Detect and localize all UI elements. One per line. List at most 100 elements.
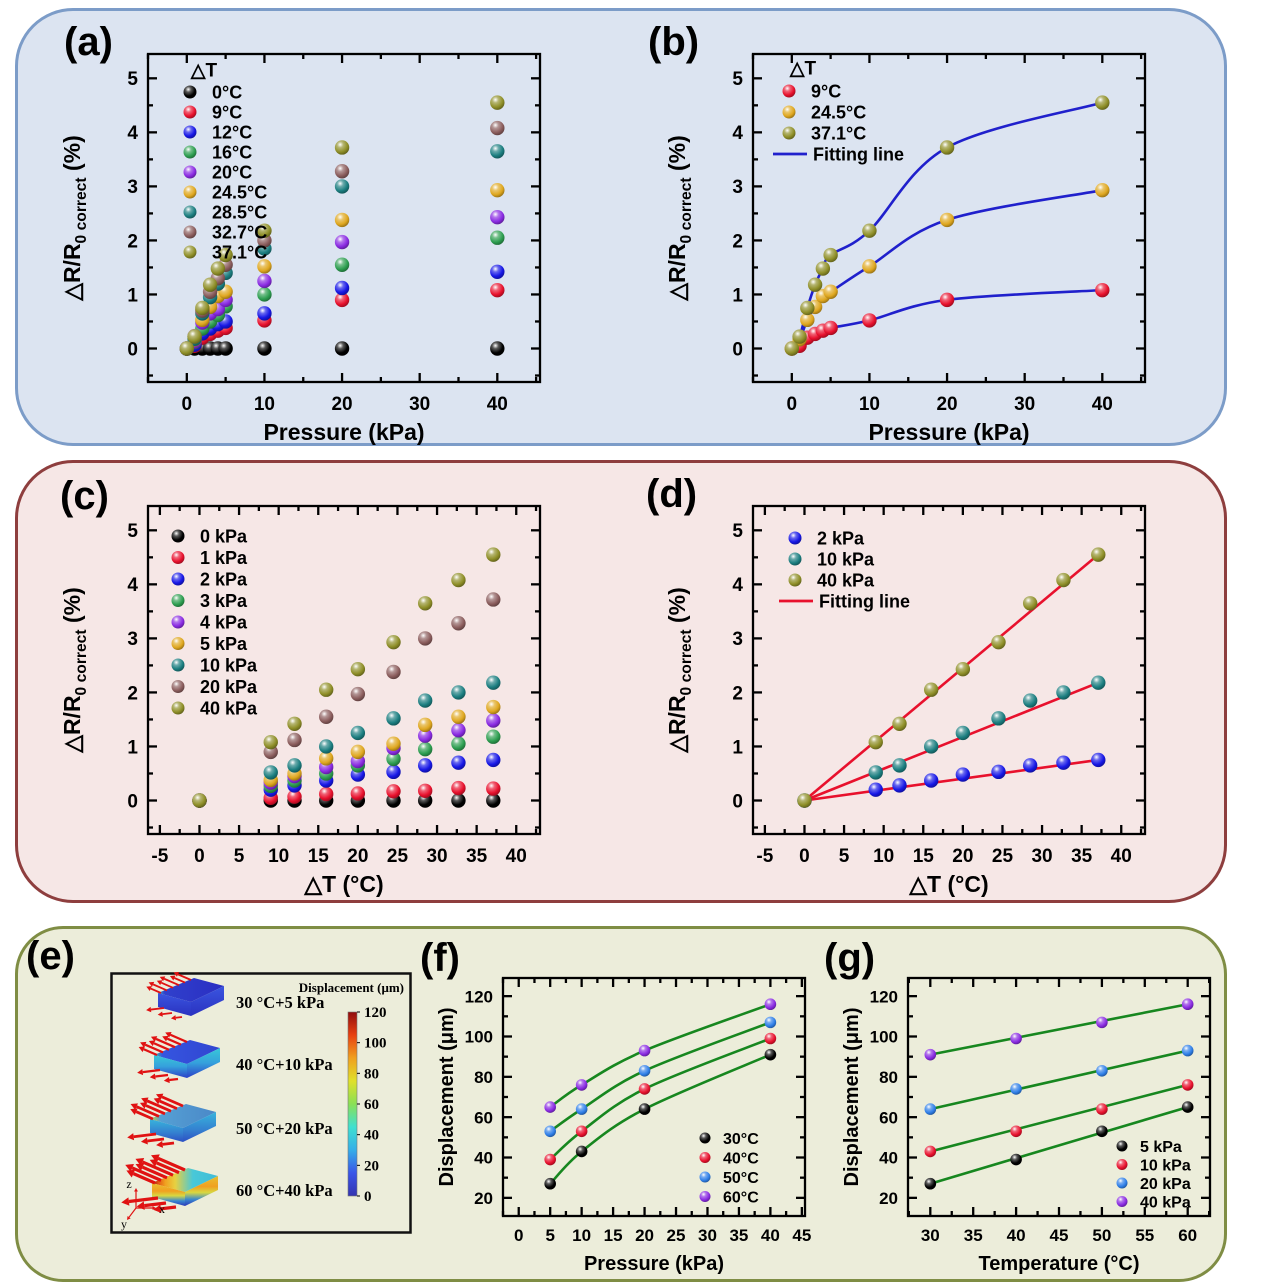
- displacement-arrow-head: [130, 1108, 138, 1115]
- displacement-arrow-head: [153, 1204, 162, 1214]
- displacement-arrow-head: [141, 1097, 149, 1105]
- legend-label: 10 kPa: [817, 549, 875, 569]
- data-point: [1091, 752, 1106, 768]
- data-point: [955, 725, 971, 741]
- data-point: [486, 675, 501, 690]
- displacement-arrow: [144, 1043, 164, 1054]
- data-point: [924, 1177, 937, 1190]
- axis-triad: z y x: [121, 1177, 165, 1231]
- fit-line: [929, 1105, 1189, 1185]
- data-point: [923, 739, 939, 754]
- axes: [146, 504, 542, 836]
- displacement-arrow-head: [130, 1103, 138, 1110]
- data-point: [939, 292, 955, 308]
- legend-marker: [183, 125, 197, 139]
- legend: △T0°C9°C12°C16°C20°C24.5°C28.5°C32.7°C37…: [183, 60, 267, 262]
- fit-lines: [929, 1002, 1189, 1185]
- displacement-arrow: [160, 1205, 177, 1211]
- displacement-arrow-head: [135, 1158, 145, 1166]
- displacement-arrow: [177, 973, 192, 981]
- data-point: [386, 664, 401, 680]
- series-37.1°C: [179, 95, 505, 356]
- data-point: [490, 144, 505, 159]
- chart-text: 0: [799, 846, 810, 867]
- colorbar-tick-label: 20: [364, 1158, 379, 1174]
- data-point: [638, 1064, 651, 1077]
- legend-label: 9°C: [811, 81, 841, 101]
- series-0 kPa: [192, 793, 501, 808]
- axes: [751, 504, 1147, 836]
- displacement-arrow: [155, 1073, 169, 1078]
- data-point: [490, 209, 505, 225]
- chart-text: 120: [870, 987, 898, 1006]
- chart-text: 5: [234, 846, 245, 867]
- chart-text: 5: [545, 1226, 554, 1245]
- data-point: [1181, 998, 1194, 1011]
- colorbar-tick-label: 40: [364, 1128, 379, 1144]
- chart-text: 3: [732, 629, 743, 650]
- chart-text: 10: [254, 394, 275, 415]
- legend-title: △T: [190, 60, 218, 81]
- chart-text: 30: [1014, 394, 1035, 415]
- displacement-arrow-head: [156, 980, 163, 986]
- chart-text: 60: [474, 1108, 493, 1127]
- chart-text: 10: [859, 394, 880, 415]
- chart-text: 10: [873, 846, 894, 867]
- chart-text: 40: [1092, 394, 1113, 415]
- data-point: [784, 341, 800, 356]
- chart-text: 80: [474, 1068, 493, 1087]
- data-point: [334, 140, 350, 155]
- series-0°C: [179, 341, 505, 356]
- y-axis-title: △R/R0 correct (%): [59, 135, 90, 302]
- data-point: [263, 734, 278, 750]
- legend-label: 9°C: [212, 102, 242, 122]
- chart-text: 5: [127, 521, 138, 542]
- axes: [751, 52, 1147, 384]
- displacement-arrow: [159, 1099, 178, 1110]
- colorbar-title: Displacement (μm): [299, 980, 404, 995]
- data-point: [892, 716, 907, 731]
- y-axis-title: △R/R0 correct (%): [59, 587, 90, 754]
- data-point: [451, 616, 466, 631]
- tick-labels: -5 0 5 10 15 20 25 30 35 40 0 1 2 3 4 5: [732, 521, 1131, 867]
- fit-line: [930, 1049, 1188, 1111]
- chart-text: 20: [635, 1226, 654, 1245]
- data-point: [350, 725, 366, 741]
- legend-marker: [183, 185, 197, 199]
- slab-left-face: [152, 1183, 185, 1206]
- displacement-arrow: [160, 981, 174, 989]
- data-point: [1022, 758, 1038, 773]
- series-40 kPa: [924, 998, 1194, 1061]
- fem-slab: [146, 972, 224, 1021]
- data-point: [490, 95, 505, 110]
- displacement-arrow: [161, 1095, 184, 1108]
- colorbar: [347, 1011, 358, 1197]
- data-point: [764, 1032, 777, 1045]
- displacement-arrow-head: [169, 975, 176, 981]
- chart-text: 1: [127, 737, 138, 758]
- chart-text: 80: [879, 1068, 898, 1087]
- fem-case-label: 60 °C+40 kPa: [236, 1181, 333, 1200]
- legend-marker: [171, 594, 185, 607]
- displacement-arrow-head: [146, 986, 152, 992]
- data-point: [451, 709, 466, 724]
- data-point: [417, 741, 433, 757]
- data-point: [1010, 1083, 1022, 1095]
- legend-label: 10 kPa: [1140, 1157, 1191, 1174]
- legend-label: 20 kPa: [1140, 1176, 1191, 1193]
- slab-front-face: [183, 1112, 216, 1142]
- displacement-arrow-head: [149, 1073, 156, 1080]
- data-point: [1056, 572, 1071, 588]
- data-point: [1181, 1101, 1194, 1113]
- tick-labels: -5 0 5 10 15 20 25 30 35 40 0 1 2 3 4 5: [127, 521, 526, 867]
- fem-box-border: [110, 972, 412, 1234]
- series-40 kPa: [797, 547, 1106, 808]
- legend: 30°C 40°C 50°C 60°C: [699, 1131, 759, 1206]
- displacement-arrow: [132, 1172, 156, 1185]
- fit-line: [549, 1053, 771, 1185]
- data-point: [823, 320, 838, 336]
- legend-label: 40 kPa: [200, 698, 258, 718]
- fem-slab: [137, 1031, 220, 1084]
